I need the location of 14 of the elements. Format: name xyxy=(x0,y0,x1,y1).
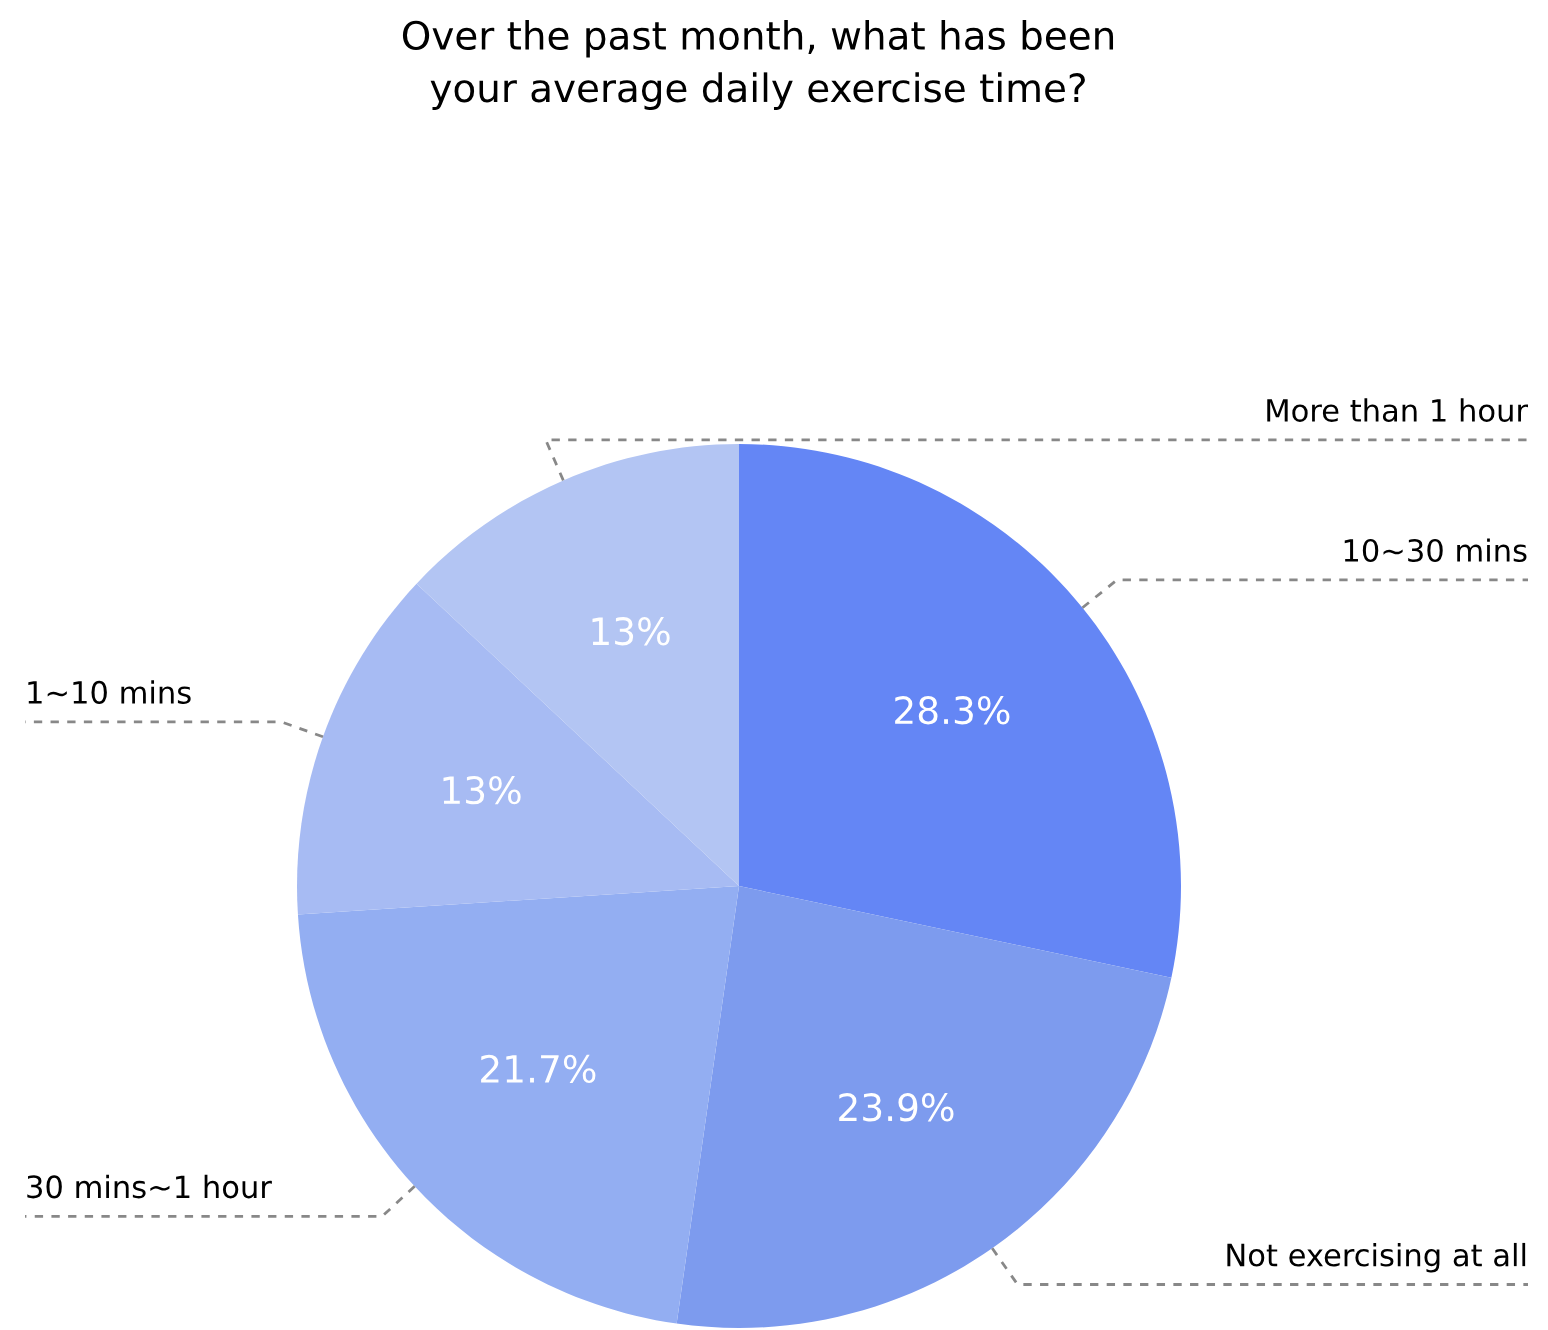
data-label: 23.9% xyxy=(839,1093,954,1122)
data-label: 13% xyxy=(592,617,670,646)
slice-label: 30 mins~1 hour xyxy=(27,1174,272,1199)
data-label: 13% xyxy=(443,776,521,805)
pie-slice xyxy=(297,886,739,1324)
pie-slice xyxy=(739,444,1181,978)
slice-label: Not exercising at all xyxy=(1227,1242,1526,1273)
pie-slice xyxy=(676,886,1172,1328)
slice-label: 10~30 mins xyxy=(1344,538,1527,563)
data-label: 28.3% xyxy=(895,696,1010,725)
slice-label: More than 1 hour xyxy=(1267,398,1529,422)
chart-title: Over the past month, what has been your average daily exercise time? xyxy=(402,19,1114,110)
slice-label: 1~10 mins xyxy=(28,680,191,704)
data-label: 21.7% xyxy=(481,1054,596,1084)
